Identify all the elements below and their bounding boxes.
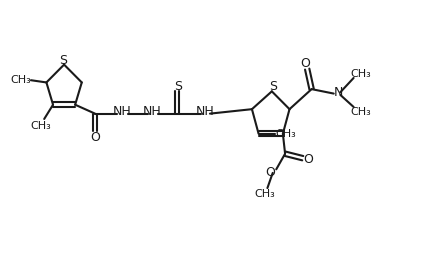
Text: NH: NH bbox=[143, 105, 162, 118]
Text: O: O bbox=[303, 153, 313, 166]
Text: CH₃: CH₃ bbox=[11, 75, 31, 85]
Text: O: O bbox=[266, 166, 275, 179]
Text: NH: NH bbox=[196, 105, 215, 118]
Text: CH₃: CH₃ bbox=[351, 107, 371, 117]
Text: S: S bbox=[269, 81, 277, 93]
Text: S: S bbox=[59, 54, 67, 67]
Text: CH₃: CH₃ bbox=[351, 69, 371, 78]
Text: S: S bbox=[174, 80, 182, 93]
Text: CH₃: CH₃ bbox=[255, 189, 275, 199]
Text: O: O bbox=[300, 57, 310, 70]
Text: CH₃: CH₃ bbox=[30, 121, 51, 131]
Text: NH: NH bbox=[113, 105, 132, 118]
Text: O: O bbox=[90, 131, 100, 144]
Text: N: N bbox=[333, 86, 343, 99]
Text: CH₃: CH₃ bbox=[276, 129, 296, 139]
